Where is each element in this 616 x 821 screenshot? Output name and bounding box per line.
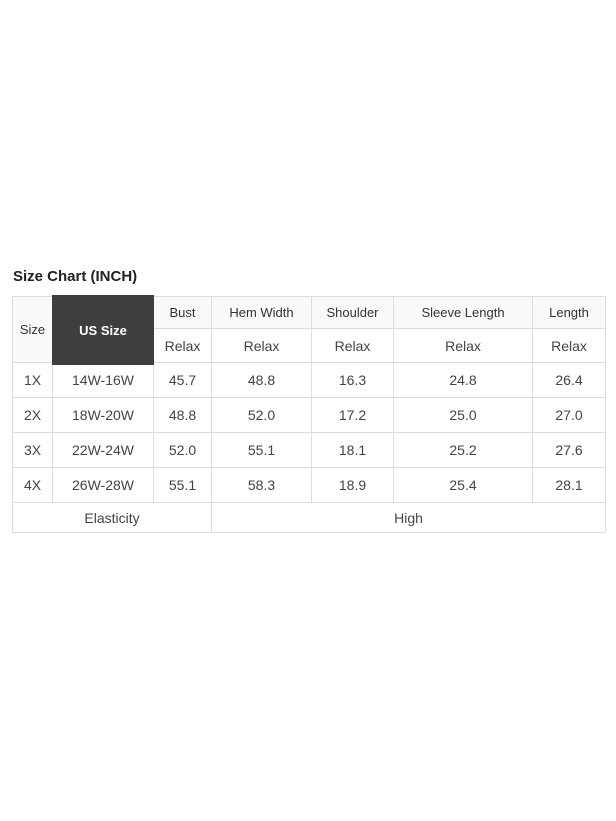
- fit-cell-hem-width: Relax: [211, 328, 312, 363]
- col-header-length: Length: [532, 296, 606, 329]
- bust-value: 45.7: [153, 362, 212, 398]
- hem-width-value: 55.1: [211, 432, 312, 468]
- hem-width-value: 52.0: [211, 397, 312, 433]
- size-cell: 1X: [12, 362, 53, 398]
- sleeve-length-value: 25.2: [393, 432, 533, 468]
- table-row-4x: 4X 26W-28W 55.1 58.3 18.9 25.4 28.1: [12, 467, 606, 503]
- fit-cell-sleeve-length: Relax: [393, 328, 533, 363]
- size-cell: 2X: [12, 397, 53, 433]
- fit-cell-bust: Relax: [153, 328, 212, 363]
- col-header-sleeve-length: Sleeve Length: [393, 296, 533, 329]
- shoulder-value: 17.2: [311, 397, 394, 433]
- sleeve-length-value: 25.0: [393, 397, 533, 433]
- us-size-cell: 18W-20W: [52, 397, 154, 433]
- sleeve-length-value: 24.8: [393, 362, 533, 398]
- elasticity-row: Elasticity High: [12, 502, 606, 533]
- length-value: 28.1: [532, 467, 606, 503]
- col-header-size: Size: [12, 296, 53, 363]
- table-row-1x: 1X 14W-16W 45.7 48.8 16.3 24.8 26.4: [12, 362, 606, 398]
- hem-width-value: 58.3: [211, 467, 312, 503]
- shoulder-value: 18.9: [311, 467, 394, 503]
- length-value: 27.0: [532, 397, 606, 433]
- shoulder-value: 18.1: [311, 432, 394, 468]
- hem-width-value: 48.8: [211, 362, 312, 398]
- header-row-measurements: Size US Size Bust Hem Width Shoulder Sle…: [12, 295, 606, 365]
- us-size-label: US Size: [79, 322, 127, 338]
- us-size-cell: 22W-24W: [52, 432, 154, 468]
- length-value: 27.6: [532, 432, 606, 468]
- table-row-3x: 3X 22W-24W 52.0 55.1 18.1 25.2 27.6: [12, 432, 606, 468]
- bust-value: 52.0: [153, 432, 212, 468]
- elasticity-label: Elasticity: [12, 502, 212, 533]
- size-chart-section: Size Chart (INCH) Size US Size Bus: [12, 268, 606, 533]
- col-header-us-size: US Size: [52, 295, 154, 365]
- col-header-shoulder: Shoulder: [311, 296, 394, 329]
- col-header-hem-width: Hem Width: [211, 296, 312, 329]
- size-cell: 3X: [12, 432, 53, 468]
- size-chart-table: Size US Size Bust Hem Width Shoulder Sle…: [12, 295, 606, 533]
- bust-value: 55.1: [153, 467, 212, 503]
- size-chart-title: Size Chart (INCH): [13, 268, 138, 285]
- elasticity-value: High: [211, 502, 606, 533]
- fit-cell-shoulder: Relax: [311, 328, 394, 363]
- col-header-bust: Bust: [153, 296, 212, 329]
- table-row-2x: 2X 18W-20W 48.8 52.0 17.2 25.0 27.0: [12, 397, 606, 433]
- sleeve-length-value: 25.4: [393, 467, 533, 503]
- bust-value: 48.8: [153, 397, 212, 433]
- us-size-dark-background: [52, 295, 154, 365]
- shoulder-value: 16.3: [311, 362, 394, 398]
- size-cell: 4X: [12, 467, 53, 503]
- length-value: 26.4: [532, 362, 606, 398]
- us-size-cell: 26W-28W: [52, 467, 154, 503]
- us-size-cell: 14W-16W: [52, 362, 154, 398]
- fit-cell-length: Relax: [532, 328, 606, 363]
- header-row-fit: Relax Relax Relax Relax Relax: [13, 328, 606, 363]
